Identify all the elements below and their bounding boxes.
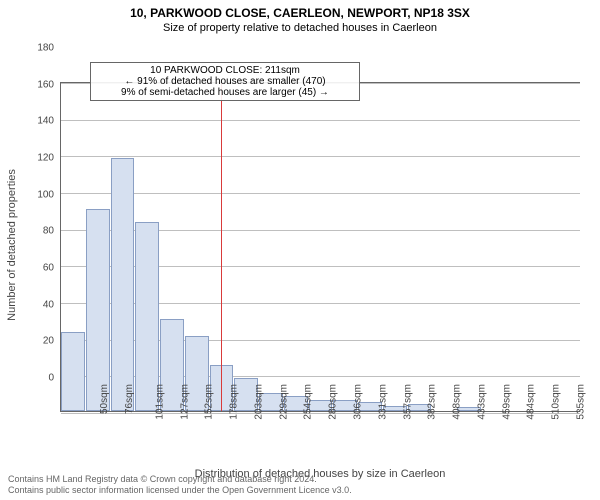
- marker-line: [221, 83, 222, 411]
- y-tick-label: 160: [0, 79, 54, 90]
- x-tick-label: 408sqm: [452, 384, 463, 420]
- x-tick-label: 357sqm: [402, 384, 413, 420]
- x-tick-label: 254sqm: [303, 384, 314, 420]
- x-tick-label: 101sqm: [154, 384, 165, 420]
- y-axis-title: Number of detached properties: [6, 145, 18, 345]
- y-tick-label: 40: [0, 299, 54, 310]
- x-tick-label: 76sqm: [124, 384, 135, 414]
- gridline: [61, 156, 580, 157]
- y-tick-label: 100: [0, 189, 54, 200]
- y-tick-label: 60: [0, 263, 54, 274]
- x-tick-label: 203sqm: [254, 384, 265, 420]
- attribution-line: Contains HM Land Registry data © Crown c…: [8, 474, 352, 485]
- y-tick-label: 20: [0, 336, 54, 347]
- histogram-bar: [135, 222, 159, 411]
- x-tick-label: 306sqm: [353, 384, 364, 420]
- x-tick-label: 127sqm: [179, 384, 190, 420]
- annotation-line: 10 PARKWOOD CLOSE: 211sqm: [97, 65, 353, 76]
- x-tick-label: 331sqm: [377, 384, 388, 420]
- x-tick-label: 50sqm: [99, 384, 110, 414]
- y-tick-label: 80: [0, 226, 54, 237]
- histogram-bar: [86, 209, 110, 411]
- attribution: Contains HM Land Registry data © Crown c…: [0, 474, 352, 497]
- x-tick-label: 484sqm: [526, 384, 537, 420]
- x-tick-label: 433sqm: [476, 384, 487, 420]
- x-tick-label: 382sqm: [427, 384, 438, 420]
- y-tick-label: 180: [0, 43, 54, 54]
- y-tick-label: 120: [0, 153, 54, 164]
- chart-title-line1: 10, PARKWOOD CLOSE, CAERLEON, NEWPORT, N…: [0, 0, 600, 20]
- annotation-line: 9% of semi-detached houses are larger (4…: [97, 87, 353, 98]
- y-tick-label: 140: [0, 116, 54, 127]
- histogram-bar: [111, 158, 135, 411]
- gridline: [61, 120, 580, 121]
- x-tick-label: 152sqm: [204, 384, 215, 420]
- y-tick-label: 0: [0, 373, 54, 384]
- x-tick-label: 535sqm: [575, 384, 586, 420]
- attribution-line: Contains public sector information licen…: [8, 485, 352, 496]
- annotation-line: ← 91% of detached houses are smaller (47…: [97, 76, 353, 87]
- x-tick-label: 229sqm: [278, 384, 289, 420]
- x-tick-label: 459sqm: [501, 384, 512, 420]
- annotation-box: 10 PARKWOOD CLOSE: 211sqm ← 91% of detac…: [90, 62, 360, 101]
- histogram-bar: [61, 332, 85, 411]
- gridline: [61, 193, 580, 194]
- x-tick-label: 280sqm: [328, 384, 339, 420]
- x-tick-label: 178sqm: [229, 384, 240, 420]
- plot-area: [60, 82, 580, 412]
- chart-title-line2: Size of property relative to detached ho…: [0, 20, 600, 34]
- x-tick-label: 510sqm: [551, 384, 562, 420]
